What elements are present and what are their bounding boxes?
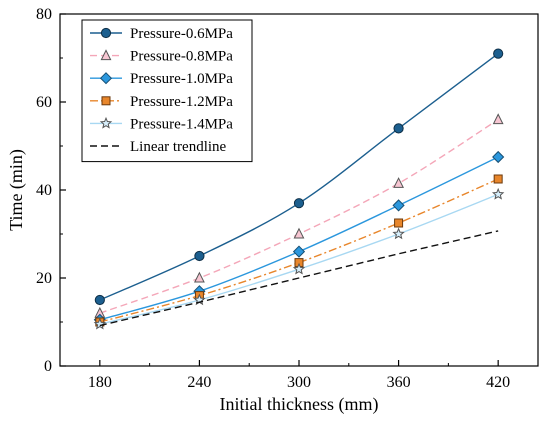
y-axis-title: Time (min) [6, 149, 27, 231]
legend-item: Pressure-0.6MPa [90, 26, 233, 42]
data-point-circle [100, 27, 112, 39]
data-point-star [292, 262, 306, 275]
y-tick-label: 0 [44, 358, 52, 375]
legend-item: Pressure-1.2MPa [90, 94, 233, 110]
legend: Pressure-0.6MPa Pressure-0.8MPa Pressure-1… [81, 19, 253, 163]
legend-label: Linear trendline [130, 139, 227, 155]
legend-box [81, 19, 253, 163]
x-tick-label: 240 [187, 374, 211, 391]
data-point-triangle [492, 113, 504, 125]
data-point-triangle [293, 227, 305, 239]
x-axis-title: Initial thickness (mm) [220, 394, 379, 415]
x-tick-label: 180 [88, 374, 112, 391]
x-tick-label: 420 [486, 374, 510, 391]
data-point-star [491, 187, 505, 200]
legend-label: Pressure-0.6MPa [130, 26, 233, 42]
series-pressure-0-6mpa [94, 48, 504, 306]
legend-label: Pressure-1.4MPa [130, 116, 233, 132]
data-point-diamond [492, 150, 505, 164]
y-tick-label: 60 [36, 94, 52, 111]
data-point-circle [194, 250, 205, 262]
y-tick-label: 20 [36, 270, 52, 287]
data-point-triangle [393, 177, 404, 188]
series-line [99, 178, 499, 323]
data-point-square [493, 174, 503, 184]
x-tick-label: 360 [387, 374, 411, 391]
y-tick-label: 80 [36, 6, 52, 23]
data-point-diamond [99, 72, 113, 85]
data-point-triangle [194, 271, 205, 283]
series-line [99, 230, 499, 327]
data-point-circle [293, 198, 305, 209]
data-point-diamond [292, 245, 306, 258]
legend-label: Pressure-0.8MPa [130, 49, 233, 65]
data-point-triangle [100, 49, 112, 61]
legend-item: Pressure-1.0MPa [90, 71, 233, 87]
data-point-star [93, 317, 107, 330]
legend-item: Pressure-1.4MPa [90, 116, 233, 132]
data-point-square [394, 218, 404, 228]
data-point-diamond [392, 199, 405, 212]
legend-item: Pressure-0.8MPa [90, 49, 233, 65]
x-tick-label: 300 [287, 374, 311, 391]
legend-item: Linear trendline [90, 139, 227, 155]
data-point-circle [493, 48, 504, 59]
data-point-star [99, 116, 113, 129]
data-point-star [392, 227, 405, 240]
series-pressure-1-4mpa [93, 187, 505, 330]
legend-label: Pressure-1.2MPa [130, 94, 233, 110]
data-point-circle [94, 294, 105, 306]
data-point-square [101, 96, 111, 106]
y-tick-label: 40 [36, 182, 52, 199]
data-point-circle [393, 123, 404, 134]
legend-label: Pressure-1.0MPa [130, 71, 233, 87]
series-linear-trendline [99, 230, 499, 327]
